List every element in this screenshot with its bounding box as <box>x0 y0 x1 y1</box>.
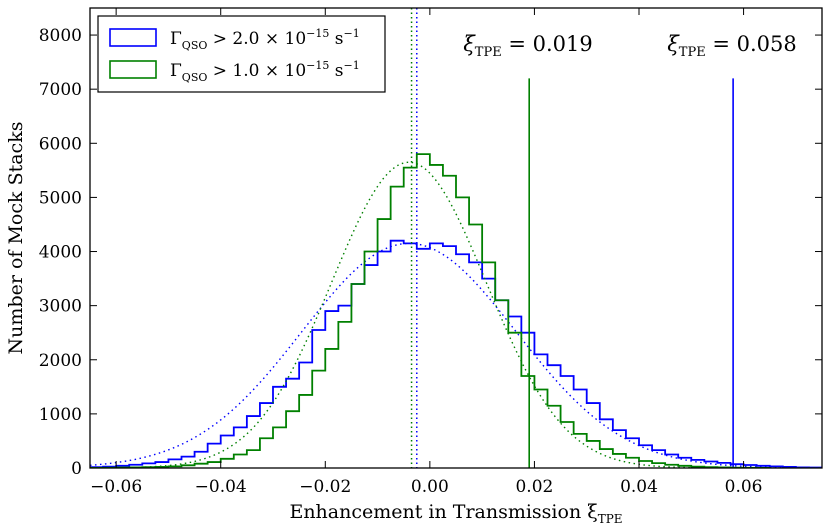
observed-annotation-green: ξTPE = 0.019 <box>463 32 593 60</box>
legend-label-blue: ΓQSO > 2.0 × 10−15 s−1 <box>170 27 360 52</box>
observed-label-green: ξTPE = 0.019 <box>463 32 593 60</box>
x-tick-label: −0.06 <box>90 477 142 497</box>
legend-label-green: ΓQSO > 1.0 × 10−15 s−1 <box>170 59 360 84</box>
y-tick-label: 5000 <box>39 188 82 208</box>
y-tick-label: 7000 <box>39 80 82 100</box>
y-tick-label: 3000 <box>39 297 82 317</box>
x-tick-label: 0.02 <box>515 477 553 497</box>
x-axis-title: Enhancement in Transmission ξTPE <box>289 501 622 526</box>
legend-swatch-blue <box>109 28 157 47</box>
y-tick-label: 2000 <box>39 351 82 371</box>
gaussian-fit-green <box>90 161 822 468</box>
plot-frame <box>89 7 823 469</box>
observed-label-blue: ξTPE = 0.058 <box>667 32 797 60</box>
legend-swatch-green <box>109 60 157 79</box>
x-tick-label: 0.06 <box>725 477 763 497</box>
x-tick-label: −0.04 <box>195 477 247 497</box>
x-tick-label: 0.00 <box>411 477 449 497</box>
x-tick-label: −0.02 <box>299 477 351 497</box>
histogram-green <box>90 153 771 468</box>
y-tick-label: 1000 <box>39 405 82 425</box>
y-tick-label: 6000 <box>39 134 82 154</box>
gaussian-fit-blue <box>90 242 822 468</box>
histogram-blue <box>90 239 822 468</box>
y-tick-label: 4000 <box>39 243 82 263</box>
y-axis-title: Number of Mock Stacks <box>5 122 27 355</box>
observed-annotation-blue: ξTPE = 0.058 <box>667 32 797 60</box>
legend: ΓQSO > 2.0 × 10−15 s−1 ΓQSO > 1.0 × 10−1… <box>97 15 386 93</box>
x-tick-label: 0.04 <box>620 477 658 497</box>
y-tick-label: 0 <box>71 459 82 479</box>
y-tick-label: 8000 <box>39 26 82 46</box>
